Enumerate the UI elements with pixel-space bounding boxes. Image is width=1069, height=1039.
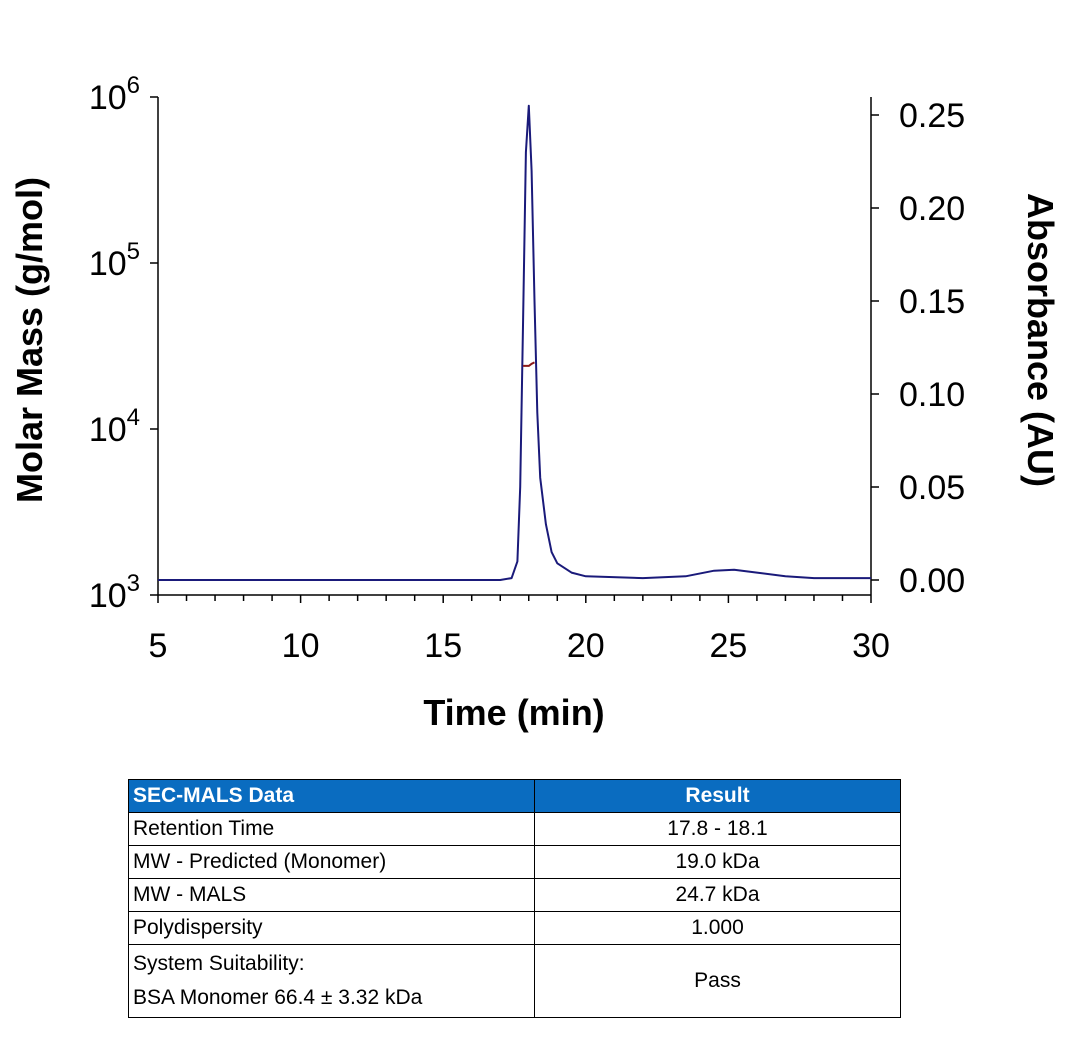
table-row: MW - MALS 24.7 kDa xyxy=(128,878,901,912)
left-tick-label: 106 xyxy=(89,72,140,117)
label-line: BSA Monomer 66.4 ± 3.32 kDa xyxy=(133,986,423,1009)
x-tick-label: 15 xyxy=(424,627,462,665)
row-label: System Suitability: BSA Monomer 66.4 ± 3.… xyxy=(128,944,535,1018)
right-tick-label: 0.25 xyxy=(899,97,965,135)
left-tick-label: 103 xyxy=(89,570,140,615)
row-value: 19.0 kDa xyxy=(534,845,901,879)
table-row: MW - Predicted (Monomer) 19.0 kDa xyxy=(128,845,901,879)
right-tick-label: 0.15 xyxy=(899,283,965,321)
row-label: MW - Predicted (Monomer) xyxy=(128,845,535,879)
left-tick-label: 105 xyxy=(89,238,140,283)
row-value: Pass xyxy=(534,944,901,1018)
table-header-row: SEC-MALS Data Result xyxy=(128,779,901,813)
molar-mass-series xyxy=(523,361,535,367)
row-label: Polydispersity xyxy=(128,911,535,945)
header-cell: Result xyxy=(534,779,901,813)
right-tick-label: 0.05 xyxy=(899,469,965,507)
sec-mals-table: SEC-MALS Data Result Retention Time 17.8 … xyxy=(128,779,901,1018)
left-axis-title: Molar Mass (g/mol) xyxy=(9,177,50,503)
right-tick-label: 0.00 xyxy=(899,562,965,600)
right-tick-label: 0.10 xyxy=(899,376,965,414)
absorbance-series xyxy=(158,104,871,581)
sec-mals-chart: 5 10 15 20 25 30 103 104 105 106 0.00 0.05 0.10 0.15 0… xyxy=(9,72,1061,733)
x-tick-label: 30 xyxy=(852,627,890,665)
row-value: 24.7 kDa xyxy=(534,878,901,912)
left-tick-label: 104 xyxy=(89,404,140,449)
x-axis-title: Time (min) xyxy=(423,692,604,733)
table-row: Polydispersity 1.000 xyxy=(128,911,901,945)
row-value: 1.000 xyxy=(534,911,901,945)
table-row: System Suitability: BSA Monomer 66.4 ± 3.… xyxy=(128,944,901,1018)
right-tick-label: 0.20 xyxy=(899,190,965,228)
x-tick-label: 10 xyxy=(282,627,320,665)
x-tick-label: 25 xyxy=(709,627,747,665)
header-cell: SEC-MALS Data xyxy=(128,779,535,813)
right-axis-title: Absorbance (AU) xyxy=(1020,193,1061,487)
x-tick-label: 5 xyxy=(149,627,168,665)
row-label: Retention Time xyxy=(128,812,535,846)
x-tick-label: 20 xyxy=(567,627,605,665)
label-line: System Suitability: xyxy=(133,952,305,975)
table-row: Retention Time 17.8 - 18.1 xyxy=(128,812,901,846)
row-value: 17.8 - 18.1 xyxy=(534,812,901,846)
row-label: MW - MALS xyxy=(128,878,535,912)
